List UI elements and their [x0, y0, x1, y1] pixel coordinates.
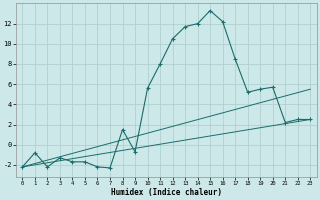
X-axis label: Humidex (Indice chaleur): Humidex (Indice chaleur)	[111, 188, 222, 197]
